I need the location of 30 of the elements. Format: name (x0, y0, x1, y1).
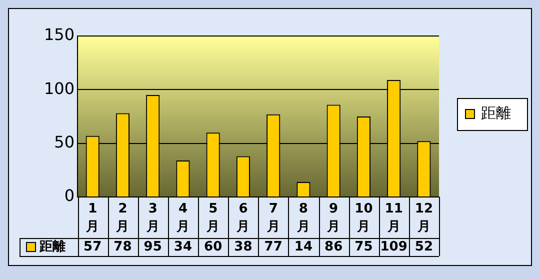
x-tick-label: 8月 (296, 201, 310, 234)
y-tick-label: 100 (44, 78, 75, 98)
x-tick-label: 12月 (414, 201, 433, 234)
x-tick-label: 10月 (354, 201, 373, 234)
data-label: 57 (84, 239, 102, 254)
x-tick-label: 1月 (85, 201, 100, 234)
data-label: 77 (264, 239, 282, 254)
data-label: 60 (204, 239, 222, 254)
data-label: 52 (414, 239, 433, 254)
x-tick-label: 6月 (236, 201, 250, 234)
data-label: 86 (324, 239, 343, 254)
x-tick-label: 2月 (115, 201, 130, 234)
data-label: 14 (294, 239, 312, 254)
data-label: 38 (234, 239, 252, 254)
data-label: 75 (354, 239, 373, 254)
x-tick-label: 4月 (175, 201, 190, 234)
data-label: 78 (114, 239, 132, 254)
x-tick-label: 5月 (206, 201, 220, 234)
data-label: 34 (174, 239, 192, 254)
data-label: 95 (144, 239, 162, 254)
y-tick-label: 150 (44, 25, 75, 44)
legend-label: 距離 (481, 104, 511, 122)
x-tick-label: 7月 (266, 201, 280, 234)
x-tick-label: 3月 (145, 201, 160, 234)
x-tick-label: 11月 (384, 201, 403, 234)
x-tick-label: 9月 (326, 201, 340, 234)
y-tick-label: 0 (64, 186, 75, 206)
data-label: 109 (380, 239, 408, 254)
text: 距離 (40, 239, 66, 254)
y-tick-label: 50 (54, 132, 75, 152)
